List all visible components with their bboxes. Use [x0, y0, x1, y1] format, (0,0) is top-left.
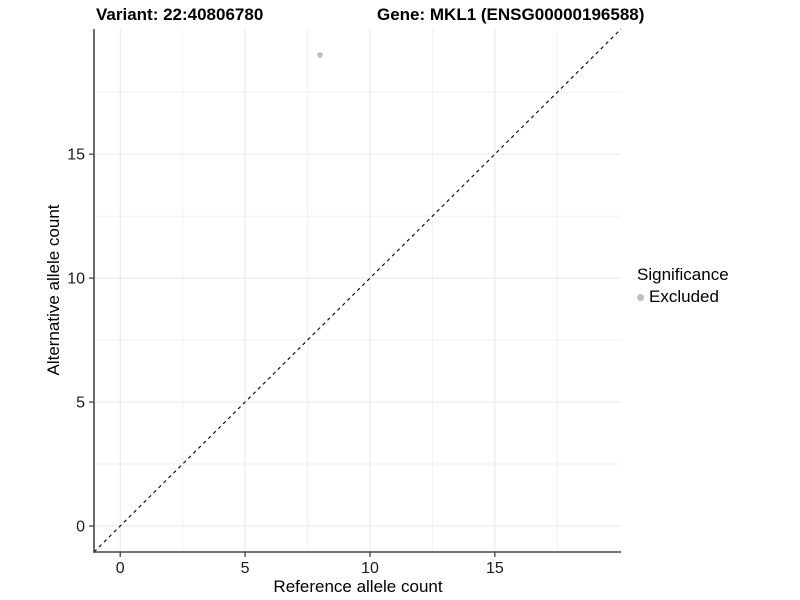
x-tick-label: 5 [241, 560, 250, 577]
x-tick-label: 15 [486, 560, 504, 577]
plot-title-gene: Gene: MKL1 (ENSG00000196588) [377, 5, 645, 24]
x-axis-title: Reference allele count [273, 577, 443, 596]
legend-title: Significance [637, 265, 729, 284]
identity-line [93, 28, 622, 553]
data-point [317, 52, 323, 58]
legend: Significance Excluded [637, 265, 729, 307]
y-tick-label: 10 [67, 271, 85, 288]
excluded-point-icon [637, 293, 644, 301]
legend-item-excluded: Excluded [637, 287, 729, 307]
x-tick-label: 10 [361, 560, 379, 577]
y-tick-label: 15 [67, 147, 85, 164]
x-tick-label: 0 [116, 560, 125, 577]
y-tick-label: 5 [76, 395, 85, 412]
y-tick-label: 0 [76, 518, 85, 535]
y-axis-title: Alternative allele count [44, 204, 63, 376]
legend-item-label: Excluded [649, 287, 719, 306]
plot-title-variant: Variant: 22:40806780 [96, 5, 264, 24]
